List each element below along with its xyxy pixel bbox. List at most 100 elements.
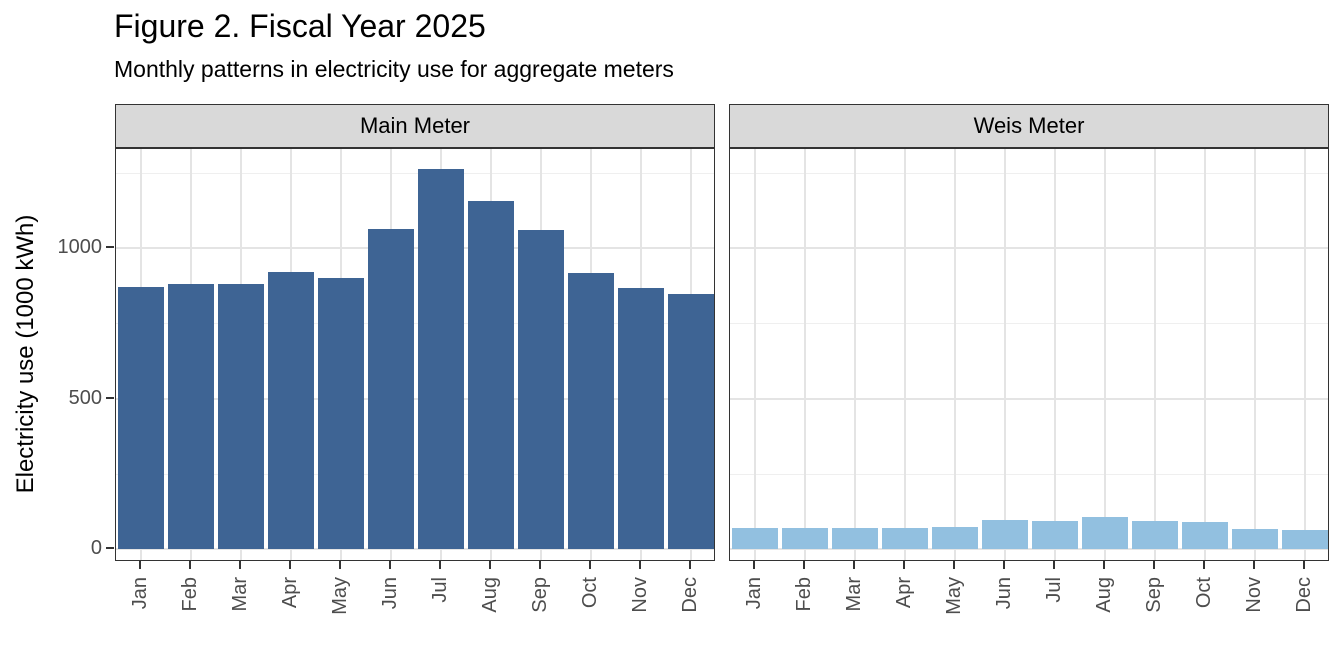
facet-strip: Weis Meter [729,104,1329,148]
bar-main-jun [368,229,414,549]
bar-weis-sep [1132,520,1178,549]
x-tick-mark [753,561,755,569]
gridline-minor [116,323,714,325]
gridline-minor [116,172,714,174]
x-tick-mark [1053,561,1055,569]
y-tick-mark [106,246,114,248]
gridline-minor [730,323,1328,325]
bar-weis-may [932,527,978,549]
x-tick-mark [853,561,855,569]
x-tick-label: Dec [679,577,701,613]
gridline-minor [116,473,714,475]
y-tick-label: 1000 [57,236,103,258]
x-tick-mark [1203,561,1205,569]
x-tick-label: Aug [1093,577,1115,613]
x-tick-mark [389,561,391,569]
x-tick-mark [339,561,341,569]
chart-panel [115,148,715,561]
gridline-vertical [954,149,956,560]
bar-main-sep [518,229,564,549]
x-tick-mark [639,561,641,569]
gridline-vertical [1104,149,1106,560]
gridline-vertical [754,149,756,560]
x-tick-label: Mar [229,577,251,612]
x-tick-mark [1303,561,1305,569]
gridline-vertical [804,149,806,560]
gridline-minor [730,172,1328,174]
bar-weis-aug [1082,517,1128,549]
chart-title: Figure 2. Fiscal Year 2025 [114,8,486,44]
bar-main-feb [168,284,214,549]
bar-weis-jul [1032,521,1078,549]
chart-subtitle: Monthly patterns in electricity use for … [114,56,674,82]
x-tick-label: Oct [1193,577,1215,609]
x-tick-label: Apr [893,577,915,609]
bar-main-aug [468,201,514,549]
y-tick-mark [106,547,114,549]
bar-main-dec [668,293,714,549]
bar-weis-jun [982,520,1028,549]
x-tick-label: Jul [1043,577,1065,603]
y-tick-label: 0 [90,537,102,559]
gridline-minor [730,473,1328,475]
gridline-major [730,548,1328,550]
bar-main-may [318,278,364,549]
x-tick-label: Mar [843,577,865,612]
x-tick-mark [803,561,805,569]
gridline-vertical [854,149,856,560]
gridline-vertical [1054,149,1056,560]
facet-strip: Main Meter [115,104,715,148]
gridline-vertical [1004,149,1006,560]
x-tick-label: Jan [743,577,765,610]
facet-strip-label: Weis Meter [973,113,1085,138]
y-axis-title: Electricity use (1000 kWh) [12,214,39,494]
bar-weis-nov [1232,529,1278,549]
x-tick-mark [439,561,441,569]
bar-weis-feb [782,528,828,549]
gridline-vertical [1204,149,1206,560]
x-tick-label: Feb [179,577,201,612]
x-tick-label: Oct [579,577,601,609]
gridline-major [730,247,1328,249]
x-tick-label: May [943,577,965,615]
x-tick-mark [539,561,541,569]
bar-main-mar [218,284,264,549]
bar-weis-dec [1282,530,1328,549]
x-tick-mark [1103,561,1105,569]
x-tick-mark [953,561,955,569]
x-tick-mark [489,561,491,569]
x-tick-label: Jul [429,577,451,603]
x-tick-label: May [329,577,351,615]
x-tick-mark [189,561,191,569]
bar-main-jan [118,286,164,549]
bar-weis-jan [732,527,778,549]
bar-weis-apr [882,528,928,549]
gridline-vertical [1304,149,1306,560]
gridline-major [116,247,714,249]
gridline-major [116,397,714,400]
x-tick-label: Jun [993,577,1015,610]
x-tick-mark [239,561,241,569]
x-tick-mark [1003,561,1005,569]
bar-main-oct [568,273,614,549]
gridline-vertical [1154,149,1156,560]
x-tick-mark [589,561,591,569]
bar-main-apr [268,272,314,549]
chart-panel [729,148,1329,561]
x-tick-mark [1253,561,1255,569]
x-tick-label: Sep [1143,577,1165,613]
gridline-major [730,397,1328,400]
x-tick-mark [689,561,691,569]
facet-strip-label: Main Meter [359,113,471,138]
x-tick-mark [139,561,141,569]
bar-main-jul [418,169,464,549]
x-tick-label: Nov [629,577,651,613]
gridline-vertical [1254,149,1256,560]
x-tick-label: Jan [129,577,151,610]
x-tick-label: Apr [279,577,301,609]
bar-weis-oct [1182,522,1228,549]
y-tick-mark [106,396,114,399]
gridline-major [116,548,714,550]
x-tick-label: Nov [1243,577,1265,613]
